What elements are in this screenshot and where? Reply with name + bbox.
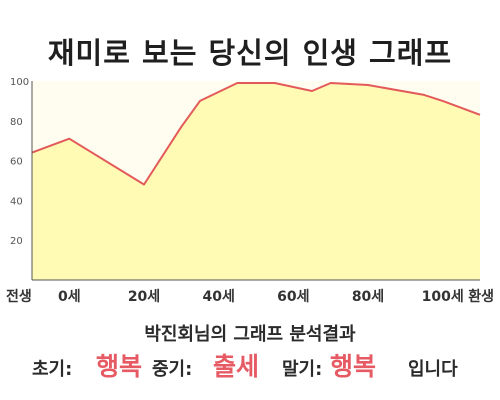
- x-axis-ticks: 전생 0세 20세 40세 60세 80세 100세 환생: [6, 288, 494, 305]
- y-tick-label: 40: [10, 196, 23, 207]
- x-tick-label: 80세: [352, 289, 384, 305]
- life-area-fill: [32, 83, 480, 280]
- y-tick-label: 80: [10, 117, 23, 128]
- mid-label: 중기:: [152, 359, 193, 380]
- x-tick-label: 40세: [202, 289, 234, 305]
- life-graph-chart: 20 40 60 80 100 전생 0세 20세 40세 60세 80세 100세 환생: [6, 77, 494, 305]
- late-value: 행복: [330, 352, 377, 381]
- x-tick-label: 60세: [277, 289, 309, 305]
- x-tick-label: 0세: [58, 289, 81, 305]
- chart-title: 재미로 보는 당신의 인생 그래프: [47, 36, 453, 70]
- late-label: 말기:: [282, 359, 323, 380]
- early-label: 초기:: [32, 359, 73, 380]
- y-axis-ticks: 20 40 60 80 100: [10, 77, 29, 247]
- analysis-caption: 박진회님의 그래프 분석결과: [144, 324, 356, 345]
- y-tick-label: 100: [10, 77, 29, 88]
- analysis-result: 초기: 행복 중기: 출세 말기: 행복 입니다: [0, 345, 500, 385]
- early-value: 행복: [96, 352, 143, 381]
- mid-value: 출세: [213, 352, 260, 381]
- life-line: [31, 82, 481, 186]
- ending-text: 입니다: [408, 359, 458, 380]
- x-tick-label: 환생: [468, 288, 494, 305]
- y-tick-label: 20: [10, 236, 23, 247]
- x-tick-label: 전생: [6, 288, 32, 305]
- x-tick-label: 100세: [422, 289, 464, 305]
- y-tick-label: 60: [10, 157, 23, 168]
- x-tick-label: 20세: [128, 289, 160, 305]
- plot-area: [31, 81, 481, 281]
